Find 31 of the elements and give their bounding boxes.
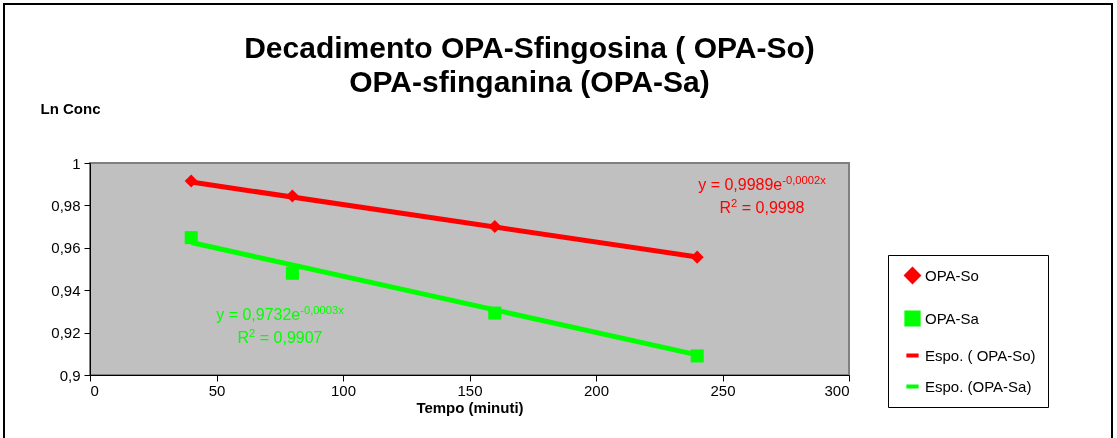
x-tick-label: 150 — [457, 381, 483, 399]
point — [184, 174, 198, 188]
annotation: y = 0,9732e$^{-0,0003x}$ — [216, 304, 345, 323]
point — [285, 266, 299, 280]
point — [690, 349, 704, 363]
annotation: y = 0,9989e$^{-0,0002x}$ — [698, 174, 827, 193]
x-tick-label: 50 — [208, 381, 226, 399]
x-tick-label: 200 — [583, 381, 610, 399]
point — [488, 306, 502, 320]
y-tick-label: 0,9 — [59, 366, 81, 384]
x-tick-label: 250 — [710, 381, 736, 399]
y-tick-label: 0,92 — [51, 324, 81, 342]
annotation: R$^{2}$ = 0,9907 — [237, 327, 323, 346]
y-tick-label: 1 — [72, 154, 81, 172]
x-tick-label: 100 — [330, 381, 357, 399]
legend-label: Espo. ( OPA-So) — [925, 346, 1036, 364]
point — [184, 231, 198, 245]
chart-title: Decadimento OPA-Sfingosina ( OPA-So) OPA-sfinganina (OPA-Sa) — [244, 31, 815, 98]
x-tick-label: 0 — [90, 381, 99, 399]
annotation: R$^{2}$ = 0,9998 — [719, 197, 805, 216]
y-tick-label: 0,98 — [51, 196, 81, 214]
legend-label: OPA-So — [925, 266, 979, 284]
legend-label: OPA-Sa — [925, 309, 980, 327]
point — [488, 220, 502, 234]
x-tick-label: 300 — [824, 381, 850, 399]
y-axis-title: Ln Conc — [40, 99, 101, 117]
point — [690, 250, 704, 264]
y-tick-label: 0,94 — [51, 281, 81, 299]
y-tick-label: 0,96 — [51, 239, 81, 257]
legend-label: Espo. (OPA-Sa) — [925, 377, 1032, 395]
x-axis-title: Tempo (minuti) — [416, 398, 524, 416]
